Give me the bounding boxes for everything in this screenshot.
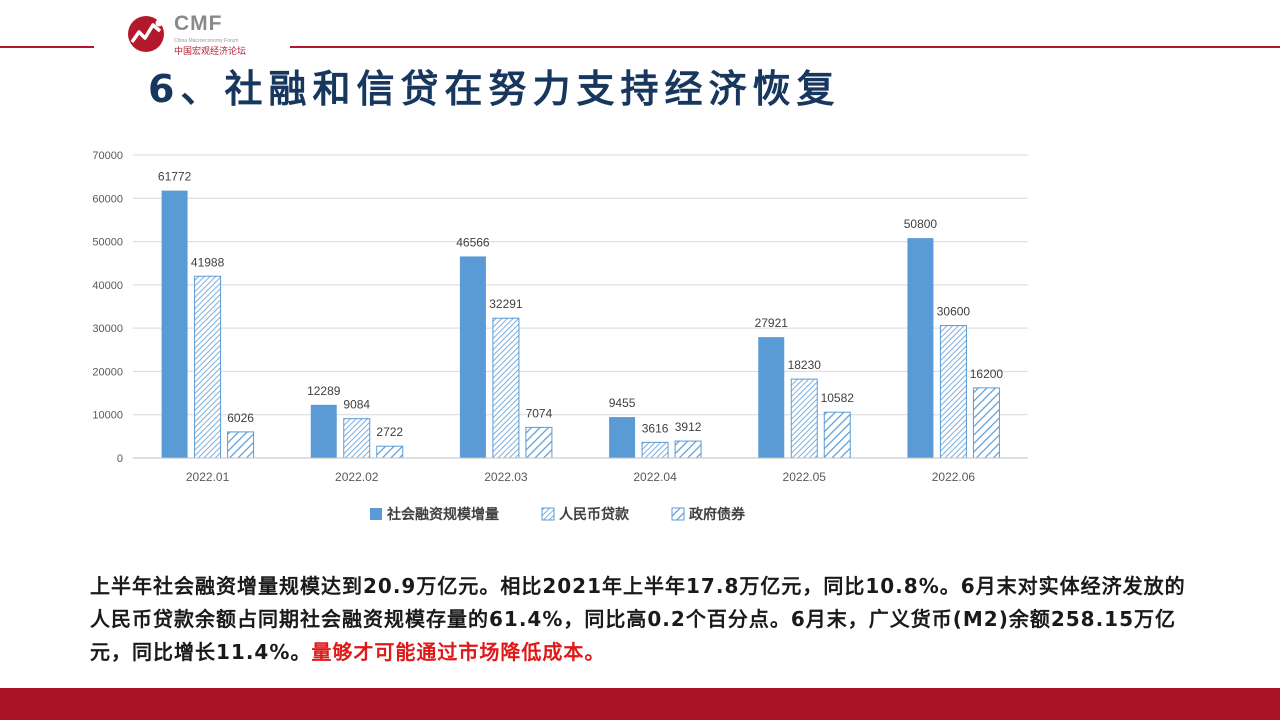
header-rule-right — [290, 46, 1280, 48]
bar — [939, 325, 967, 459]
data-label: 12289 — [307, 384, 341, 398]
bar — [459, 256, 486, 458]
data-label: 10582 — [821, 391, 855, 405]
y-tick-label: 60000 — [92, 193, 123, 205]
y-tick-label: 40000 — [92, 280, 123, 292]
x-tick-label: 2022.05 — [783, 470, 827, 484]
bar — [674, 440, 702, 459]
x-tick-label: 2022.02 — [335, 470, 379, 484]
data-label: 3912 — [675, 420, 702, 434]
x-tick-label: 2022.03 — [484, 470, 528, 484]
x-tick-label: 2022.06 — [932, 470, 976, 484]
logo-text: CMF — [174, 12, 223, 35]
bar — [194, 275, 222, 459]
data-label: 41988 — [191, 255, 225, 269]
bar — [343, 418, 371, 459]
legend-swatch — [671, 507, 685, 521]
bar — [790, 378, 818, 459]
bar — [972, 387, 1000, 459]
slide-title: 6、社融和信贷在努力支持经济恢复 — [148, 67, 841, 111]
data-label: 27921 — [755, 316, 789, 330]
cmf-logo-icon — [128, 16, 164, 52]
data-label: 9084 — [343, 398, 370, 412]
bar — [492, 317, 520, 459]
legend-label: 人民币贷款 — [559, 506, 630, 523]
bar — [823, 411, 851, 459]
body-text-main: 上半年社会融资增量规模达到20.9万亿元。相比2021年上半年17.8万亿元，同… — [90, 574, 1186, 664]
y-tick-label: 20000 — [92, 366, 123, 378]
data-label: 18230 — [788, 358, 822, 372]
y-tick-label: 10000 — [92, 410, 123, 422]
legend-label: 政府债券 — [689, 506, 746, 523]
y-tick-label: 0 — [117, 453, 123, 465]
bar — [310, 404, 337, 458]
y-tick-label: 50000 — [92, 237, 123, 249]
x-tick-label: 2022.01 — [186, 470, 230, 484]
bar — [758, 337, 785, 458]
bar — [376, 445, 404, 459]
bar — [161, 190, 188, 458]
data-label: 16200 — [970, 367, 1004, 381]
legend-label: 社会融资规模增量 — [386, 506, 499, 523]
data-label: 46566 — [456, 235, 490, 249]
header-rule-left — [0, 46, 94, 48]
legend-swatch — [541, 507, 555, 521]
data-label: 6026 — [227, 411, 254, 425]
data-label: 7074 — [526, 406, 553, 420]
data-label: 3616 — [642, 421, 669, 435]
data-label: 2722 — [376, 425, 403, 439]
x-tick-label: 2022.04 — [633, 470, 677, 484]
bar — [641, 441, 669, 459]
data-label: 30600 — [937, 305, 971, 319]
logo-subtitle-cn: 中国宏观经济论坛 — [174, 47, 247, 57]
data-label: 50800 — [904, 217, 938, 231]
bar — [907, 238, 934, 458]
bar-chart: 0 10000 20000 30000 40000 50000 60000 70000 6177… — [92, 150, 1028, 523]
y-tick-label: 30000 — [92, 323, 123, 335]
logo-subtitle-en: China Macroeconomy Forum — [174, 38, 239, 44]
body-paragraph: 上半年社会融资增量规模达到20.9万亿元。相比2021年上半年17.8万亿元，同… — [90, 570, 1200, 669]
legend-swatch — [370, 508, 382, 520]
bar — [609, 417, 636, 458]
body-text-highlight: 量够才可能通过市场降低成本。 — [311, 640, 606, 664]
data-label: 32291 — [489, 297, 523, 311]
footer-bar — [0, 688, 1280, 720]
data-label: 9455 — [609, 396, 636, 410]
bar — [525, 426, 553, 459]
data-label: 61772 — [158, 170, 192, 184]
cmf-logo: CMF China Macroeconomy Forum 中国宏观经济论坛 — [126, 12, 276, 58]
y-tick-label: 70000 — [92, 150, 123, 162]
bar — [227, 431, 255, 459]
